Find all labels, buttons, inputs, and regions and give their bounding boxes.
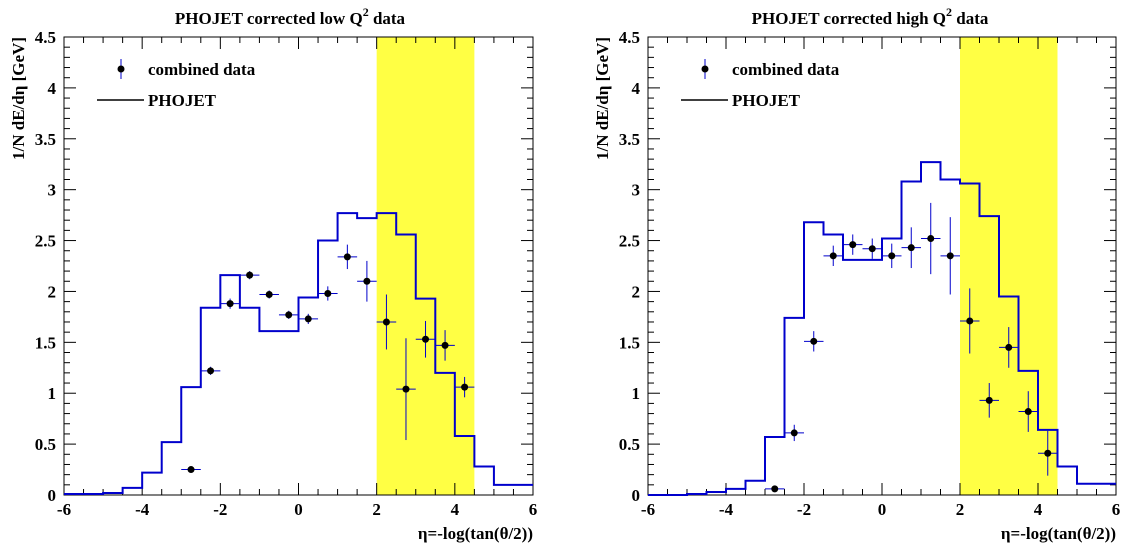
data-point [246,271,254,279]
x-tick-label: -4 [719,500,734,519]
y-tick-label: 4 [632,79,641,98]
data-point [461,383,469,391]
y-tick-label: 1.5 [619,333,640,352]
data-point [363,277,371,285]
x-tick-label: 2 [956,500,965,519]
data-point [382,318,390,326]
chart-title: PHOJET corrected low Q2 data [175,5,406,28]
data-point [946,252,954,260]
data-point [441,341,449,349]
x-tick-label: -6 [641,500,655,519]
data-point [343,253,351,261]
data-point [927,235,935,243]
x-tick-label: -6 [57,500,71,519]
data-point [422,335,430,343]
legend-label-data: combined data [732,60,840,79]
y-tick-label: 1.5 [35,333,56,352]
data-point [790,429,798,437]
data-point [304,315,312,323]
data-point [1044,449,1052,457]
y-tick-label: 2.5 [619,232,640,251]
x-tick-label: -2 [213,500,227,519]
data-point [907,244,915,252]
legend-label-phojet: PHOJET [148,91,217,110]
chart-title-main: PHOJET corrected high Q [752,9,946,28]
x-tick-label: -2 [797,500,811,519]
y-tick-label: 2.5 [35,232,56,251]
x-axis-label: η=-log(tan(θ/2)) [1001,524,1116,543]
chart-panel-1: -6 -4 -2 0 2 4 6 0 0.5 1 1.5 2 2.5 3 3.5 4 4.5 PHOJET cor… [9,5,537,543]
y-tick-label: 3 [48,181,57,200]
chart-panel-2: -6 -4 -2 0 2 4 6 0 0.5 1 1.5 2 2.5 3 3.5 4 4.5 PHOJET cor… [593,5,1120,543]
y-tick-label: 2 [48,282,57,301]
y-tick-label: 0 [632,486,641,505]
data-point [771,485,779,493]
data-point [1005,343,1013,351]
y-tick-label: 4.5 [35,28,56,47]
chart-title-main: PHOJET corrected low Q [175,9,363,28]
data-point [849,241,857,249]
x-tick-label: 6 [529,500,538,519]
y-tick-label: 1 [632,384,641,403]
data-point [207,367,215,375]
legend-label-phojet: PHOJET [732,91,801,110]
x-tick-label: 4 [451,500,460,519]
data-point [1024,408,1032,416]
y-tick-label: 3.5 [619,130,640,149]
data-point [966,317,974,325]
y-tick-label: 0.5 [619,435,640,454]
chart-title-suffix: data [952,9,989,28]
legend-label-data: combined data [148,60,256,79]
y-tick-label: 1 [48,384,57,403]
data-point [285,311,293,319]
y-axis-label: 1/N dE/dη [GeV] [9,37,28,160]
y-tick-label: 2 [632,282,641,301]
data-point [402,385,410,393]
y-tick-label: 3 [632,181,641,200]
y-tick-label: 0 [48,486,57,505]
data-point [226,300,234,308]
x-tick-label: 6 [1112,500,1121,519]
shaded-band [960,37,1058,495]
x-axis-label: η=-log(tan(θ/2)) [418,524,533,543]
y-axis-label: 1/N dE/dη [GeV] [593,37,612,160]
data-point [187,466,195,474]
data-point [265,290,273,298]
chart-title: PHOJET corrected high Q2 data [752,5,989,28]
chart-title-sup: 2 [946,5,952,19]
x-tick-label: 0 [878,500,887,519]
x-tick-label: 4 [1034,500,1043,519]
legend-data-marker [117,65,125,73]
data-point [829,252,837,260]
y-tick-label: 4.5 [619,28,640,47]
data-point [810,337,818,345]
phojet-histogram [648,161,1116,496]
chart-title-suffix: data [369,9,406,28]
y-tick-label: 3.5 [35,130,56,149]
y-tick-label: 4 [48,79,57,98]
phojet-histogram [64,212,533,495]
y-tick-label: 0.5 [35,435,56,454]
data-point [985,396,993,404]
data-point [868,245,876,253]
data-point [888,252,896,260]
shaded-band [376,37,475,495]
x-tick-label: 2 [372,500,381,519]
x-tick-label: 0 [294,500,303,519]
x-tick-label: -4 [135,500,150,519]
chart-title-sup: 2 [363,5,369,19]
legend-data-marker [701,65,709,73]
data-point [324,289,332,297]
